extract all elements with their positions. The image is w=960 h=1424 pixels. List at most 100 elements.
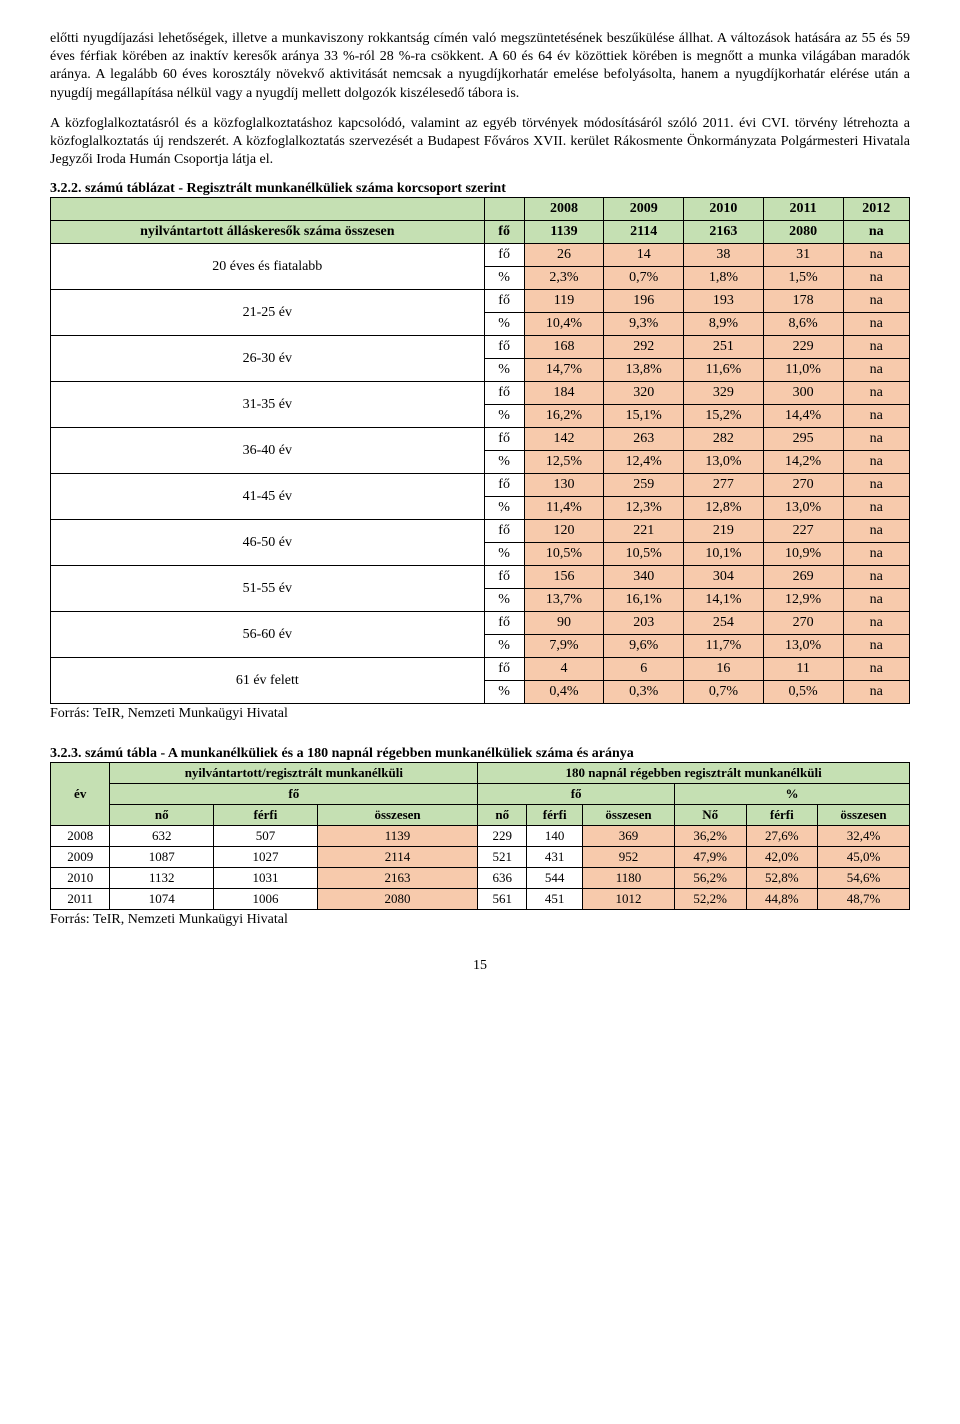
table-cell: 12,4% xyxy=(604,451,684,474)
table1-total-2: 2163 xyxy=(684,221,764,244)
t2-180: 180 napnál régebben regisztrált munkanél… xyxy=(478,763,910,784)
table-cell: 12,9% xyxy=(763,589,843,612)
table-cell: 12,8% xyxy=(684,497,764,520)
table2: év nyilvántartott/regisztrált munkanélkü… xyxy=(50,762,910,910)
table-cell: na xyxy=(843,612,910,635)
table-cell: 270 xyxy=(763,474,843,497)
age-group-label: 31-35 év xyxy=(51,382,485,428)
t2-ferfi1: férfi xyxy=(214,805,318,826)
table-cell: 1027 xyxy=(214,847,318,868)
table-cell: 227 xyxy=(763,520,843,543)
table-cell: na xyxy=(843,451,910,474)
table-cell: 263 xyxy=(604,428,684,451)
table-cell: 2,3% xyxy=(524,267,604,290)
table2-source: Forrás: TeIR, Nemzeti Munkaügyi Hivatal xyxy=(50,912,910,928)
table-cell: 1074 xyxy=(110,889,214,910)
table-cell: 219 xyxy=(684,520,764,543)
unit-fo: fő xyxy=(484,336,524,359)
t2-pct: % xyxy=(674,784,909,805)
table1-year-3: 2011 xyxy=(763,198,843,221)
unit-fo: fő xyxy=(484,428,524,451)
unit-fo: fő xyxy=(484,382,524,405)
table-cell: 14,2% xyxy=(763,451,843,474)
table-cell: 4 xyxy=(524,658,604,681)
table-cell: 13,8% xyxy=(604,359,684,382)
table-cell: 196 xyxy=(604,290,684,313)
table-cell: na xyxy=(843,474,910,497)
table-cell: 0,4% xyxy=(524,681,604,704)
age-group-label: 51-55 év xyxy=(51,566,485,612)
table-cell: 1087 xyxy=(110,847,214,868)
table-cell: 10,4% xyxy=(524,313,604,336)
table-cell: 11,4% xyxy=(524,497,604,520)
table-cell: 142 xyxy=(524,428,604,451)
age-group-label: 26-30 év xyxy=(51,336,485,382)
table-cell: 56,2% xyxy=(674,868,746,889)
table-cell: 1031 xyxy=(214,868,318,889)
unit-fo: fő xyxy=(484,290,524,313)
table-cell: 8,9% xyxy=(684,313,764,336)
table-cell: 48,7% xyxy=(818,889,910,910)
table-cell: 42,0% xyxy=(746,847,818,868)
table-cell: 10,1% xyxy=(684,543,764,566)
t2-ossz2: összesen xyxy=(583,805,675,826)
table1: 2008 2009 2010 2011 2012 nyilvántartott … xyxy=(50,197,910,704)
table-cell: na xyxy=(843,497,910,520)
age-group-label: 21-25 év xyxy=(51,290,485,336)
table-cell: 9,6% xyxy=(604,635,684,658)
table-cell: 254 xyxy=(684,612,764,635)
unit-fo: fő xyxy=(484,566,524,589)
table-cell: 10,5% xyxy=(604,543,684,566)
table-cell: na xyxy=(843,681,910,704)
table-cell: 54,6% xyxy=(818,868,910,889)
table-cell: 16,1% xyxy=(604,589,684,612)
unit-pct: % xyxy=(484,267,524,290)
table-cell: 52,8% xyxy=(746,868,818,889)
table1-total-4: na xyxy=(843,221,910,244)
t2-ev: év xyxy=(51,763,110,826)
table-cell: 14,4% xyxy=(763,405,843,428)
t2-No: Nő xyxy=(674,805,746,826)
table-cell: 507 xyxy=(214,826,318,847)
t2-no2: nő xyxy=(478,805,527,826)
table1-year-2: 2010 xyxy=(684,198,764,221)
table-cell: 0,7% xyxy=(604,267,684,290)
table2-title: 3.2.3. számú tábla - A munkanélküliek és… xyxy=(50,746,910,762)
table-cell: 140 xyxy=(527,826,583,847)
table-cell: 16,2% xyxy=(524,405,604,428)
unit-pct: % xyxy=(484,543,524,566)
table-cell: 304 xyxy=(684,566,764,589)
table-row-year: 2009 xyxy=(51,847,110,868)
unit-pct: % xyxy=(484,313,524,336)
table-cell: 13,0% xyxy=(763,635,843,658)
table-cell: 561 xyxy=(478,889,527,910)
table-cell: 45,0% xyxy=(818,847,910,868)
table-cell: 521 xyxy=(478,847,527,868)
page-number: 15 xyxy=(50,958,910,974)
table-cell: 11 xyxy=(763,658,843,681)
t2-reg: nyilvántartott/regisztrált munkanélküli xyxy=(110,763,478,784)
table-cell: na xyxy=(843,313,910,336)
table-cell: 6 xyxy=(604,658,684,681)
table-cell: na xyxy=(843,382,910,405)
table-cell: 0,3% xyxy=(604,681,684,704)
table-cell: 12,5% xyxy=(524,451,604,474)
table-cell: na xyxy=(843,359,910,382)
unit-pct: % xyxy=(484,589,524,612)
table-cell: 10,5% xyxy=(524,543,604,566)
age-group-label: 20 éves és fiatalabb xyxy=(51,244,485,290)
table-cell: 269 xyxy=(763,566,843,589)
t2-fo2: fő xyxy=(478,784,675,805)
paragraph-2: A közfoglalkoztatásról és a közfoglalkoz… xyxy=(50,115,910,170)
table-cell: 259 xyxy=(604,474,684,497)
table-cell: 27,6% xyxy=(746,826,818,847)
table-cell: 11,7% xyxy=(684,635,764,658)
t2-ferfi2: férfi xyxy=(527,805,583,826)
table-cell: 636 xyxy=(478,868,527,889)
table-cell: 329 xyxy=(684,382,764,405)
table-cell: 229 xyxy=(763,336,843,359)
paragraph-1: előtti nyugdíjazási lehetőségek, illetve… xyxy=(50,30,910,103)
table-cell: 119 xyxy=(524,290,604,313)
table-cell: 14 xyxy=(604,244,684,267)
table-cell: 300 xyxy=(763,382,843,405)
